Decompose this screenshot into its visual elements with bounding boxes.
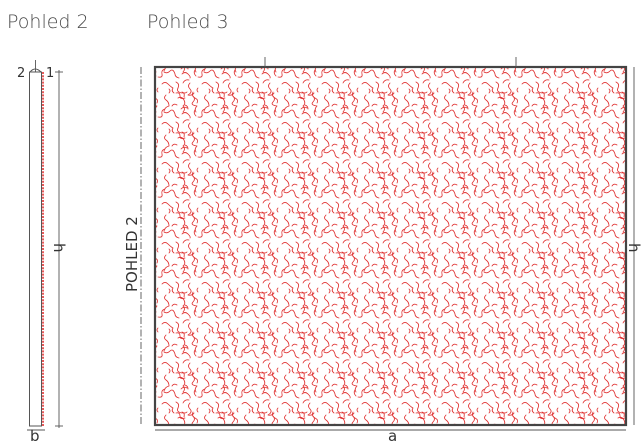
front-view: POHLED 2 h a	[123, 57, 643, 443]
layer-1-label: 1	[46, 66, 54, 81]
side-height-label: h	[50, 243, 68, 253]
layer-2-label: 2	[17, 66, 25, 81]
front-panel-outline	[153, 65, 628, 427]
section-marker-label: POHLED 2	[123, 216, 141, 292]
width-label: a	[388, 427, 397, 443]
thickness-label: b	[30, 427, 40, 443]
side-view-title: Pohled 2	[7, 11, 89, 33]
front-view-title: Pohled 3	[147, 11, 229, 33]
front-panel-fill-overlay	[155, 67, 626, 425]
side-panel-body	[29, 71, 42, 427]
front-height-label: h	[625, 243, 643, 253]
side-view: 2 1 h b	[17, 60, 68, 443]
